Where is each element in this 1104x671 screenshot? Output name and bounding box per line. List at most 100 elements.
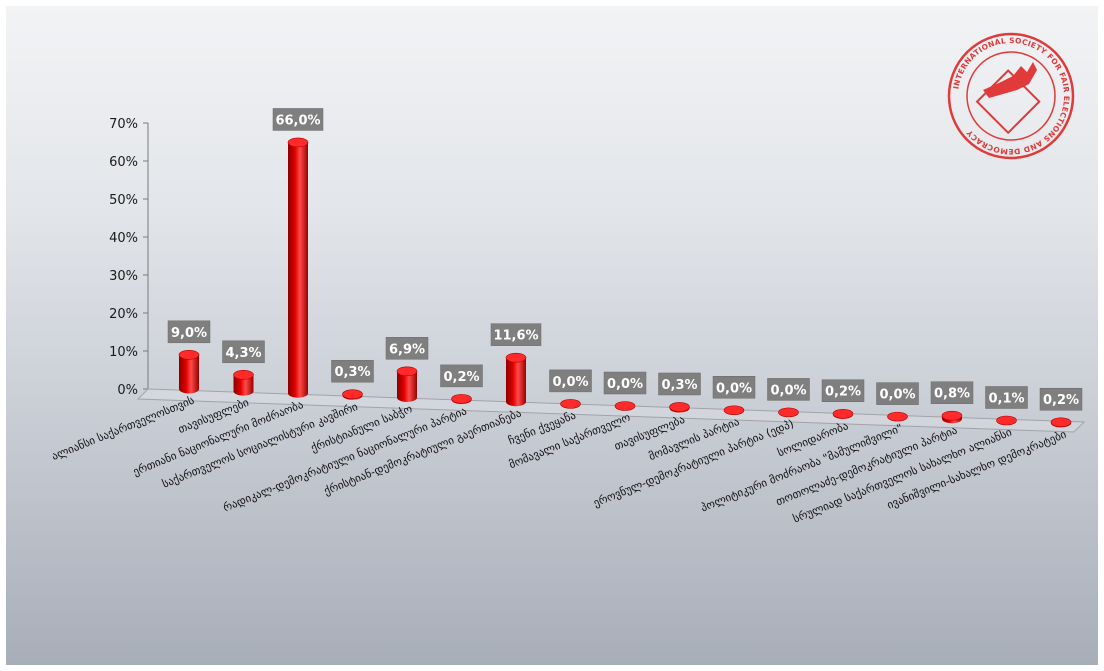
data-label-text: 0,8% <box>934 387 970 402</box>
bar-15 <box>941 410 963 424</box>
data-label-text: 9,0% <box>171 326 207 341</box>
data-label-text: 6,9% <box>389 342 425 357</box>
data-label-13: 0,2% <box>821 379 865 402</box>
data-label-10: 0,3% <box>658 372 701 396</box>
data-label-box <box>385 337 429 360</box>
bar-body <box>233 374 254 396</box>
chart-bars <box>178 137 1072 428</box>
data-label-6: 0,2% <box>440 364 483 388</box>
bar-top <box>887 411 908 422</box>
bar-top <box>832 408 854 419</box>
bar-17 <box>1050 417 1072 428</box>
data-label-16: 0,1% <box>985 386 1028 409</box>
data-label-3: 66,0% <box>272 108 324 131</box>
bar-top <box>723 405 745 416</box>
data-label-box <box>658 372 701 396</box>
data-label-text: 0,0% <box>879 388 915 403</box>
y-tick-label: 10% <box>109 345 138 360</box>
data-label-text: 0,3% <box>334 365 370 380</box>
data-label-9: 0,0% <box>603 371 647 395</box>
logo-text: INTERNATIONAL SOCIETY FOR FAIR ELECTIONS… <box>951 36 1070 156</box>
data-label-text: 0,3% <box>661 378 697 393</box>
data-label-text: 11,6% <box>493 329 538 344</box>
data-label-5: 6,9% <box>385 337 429 360</box>
data-label-text: 0,1% <box>988 391 1024 406</box>
data-label-2: 4,3% <box>222 340 265 364</box>
bar-top <box>287 137 309 148</box>
bar-9 <box>614 401 636 411</box>
data-label-box <box>222 340 265 364</box>
data-label-box <box>490 323 542 346</box>
data-label-box <box>930 381 974 404</box>
data-label-box <box>876 382 919 405</box>
data-label-box <box>272 108 324 131</box>
fair-elections-seal-logo: INTERNATIONAL SOCIETY FOR FAIR ELECTIONS… <box>947 32 1075 160</box>
bar-body <box>288 142 308 398</box>
y-tick-label: 30% <box>109 269 138 284</box>
y-tick-label: 0% <box>117 383 138 398</box>
data-label-text: 4,3% <box>225 346 261 361</box>
data-label-11: 0,0% <box>712 376 756 399</box>
bar-6 <box>451 394 472 405</box>
bar-top <box>941 410 963 421</box>
chart-data-labels: 9,0% 4,3% 66,0% 0,3% 6,9% 0,2% 11,6% 0,0% 0,0% 0,… <box>167 108 1083 411</box>
chart-category-labels: ალიანსი საქართველოსთვისთავისუფლებიერთიან… <box>50 394 1069 526</box>
bar-top <box>614 401 636 411</box>
bar-top <box>669 402 690 412</box>
data-label-8: 0,0% <box>549 369 592 393</box>
data-label-box <box>549 369 592 393</box>
bar-13 <box>832 408 854 419</box>
y-tick-label: 70% <box>109 117 138 132</box>
data-label-1: 9,0% <box>167 320 211 344</box>
data-label-text: 66,0% <box>275 113 320 128</box>
data-label-box <box>440 364 483 388</box>
data-label-text: 0,0% <box>607 377 643 392</box>
bar-top <box>1050 417 1072 428</box>
bar-7 <box>505 352 527 407</box>
bar-14 <box>887 411 908 422</box>
y-tick-label: 20% <box>109 307 138 322</box>
bar-3 <box>287 137 309 398</box>
bar-body <box>179 354 199 394</box>
data-label-text: 0,0% <box>770 383 806 398</box>
data-label-box <box>331 359 374 383</box>
bar-top <box>451 394 472 404</box>
chart-frame: 0% 10% 20% 30% 40% 50% 60% 70% 9,0% 4,3% 66,0% 0,3… <box>6 6 1098 665</box>
y-tick-label: 60% <box>109 155 138 170</box>
data-label-box <box>603 371 647 395</box>
data-label-17: 0,2% <box>1039 387 1083 411</box>
bar-top <box>342 389 363 400</box>
data-label-box <box>985 386 1028 409</box>
data-label-14: 0,0% <box>876 382 919 405</box>
bar-8 <box>560 399 581 409</box>
bar-top <box>233 369 254 380</box>
chart-floor-plane <box>136 388 1086 433</box>
y-tick-label: 50% <box>109 193 138 208</box>
category-label-12: ეროვნულ-დემოკრატიული პარტია (ედპ) <box>591 417 795 510</box>
data-label-text: 0,2% <box>443 370 479 385</box>
bar-12 <box>778 407 799 418</box>
bar-top <box>505 352 527 363</box>
bar-5 <box>396 366 418 402</box>
chart-axes: 0% 10% 20% 30% 40% 50% 60% 70% <box>109 117 149 398</box>
data-label-text: 0,2% <box>825 385 861 400</box>
bar-top <box>778 407 799 418</box>
svg-text:INTERNATIONAL SOCIETY FOR FAIR: INTERNATIONAL SOCIETY FOR FAIR ELECTIONS… <box>951 36 1071 156</box>
chart-floor <box>136 388 1086 433</box>
data-label-box <box>712 376 756 399</box>
y-tick-label: 40% <box>109 231 138 246</box>
bar-10 <box>669 402 690 413</box>
bar-top <box>396 366 418 377</box>
bar-11 <box>723 405 745 416</box>
bar-top <box>996 415 1017 426</box>
data-label-box <box>767 378 810 401</box>
data-label-box <box>1039 387 1083 411</box>
data-label-15: 0,8% <box>930 381 974 404</box>
bar-body <box>506 357 526 407</box>
data-label-text: 0,0% <box>552 375 588 390</box>
data-label-box <box>821 379 865 402</box>
bar-chart: 0% 10% 20% 30% 40% 50% 60% 70% 9,0% 4,3% 66,0% 0,3… <box>50 32 1086 526</box>
bar-4 <box>342 389 363 400</box>
data-label-4: 0,3% <box>331 359 374 383</box>
data-label-text: 0,2% <box>1043 393 1079 408</box>
